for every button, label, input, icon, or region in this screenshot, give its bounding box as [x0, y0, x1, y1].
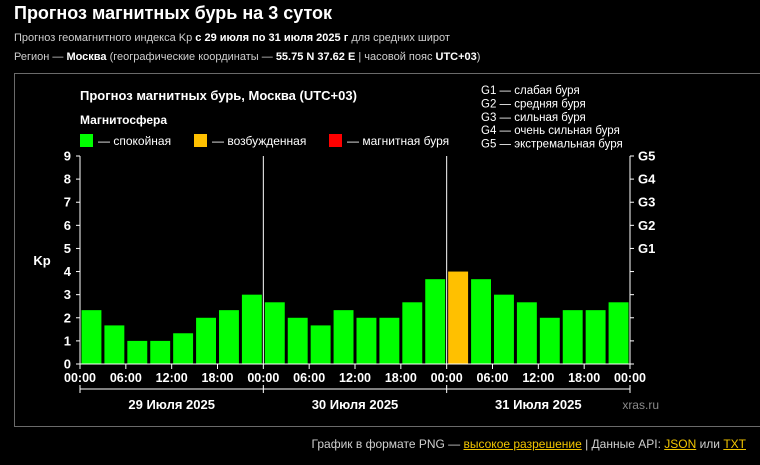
day-label: 29 Июля 2025	[128, 397, 215, 412]
storm-level-label: G3	[638, 195, 655, 210]
chart-title: Прогноз магнитных бурь, Москва (UTC+03)	[80, 88, 357, 103]
x-tick-label: 06:00	[477, 371, 509, 385]
kp-bar	[471, 279, 491, 364]
kp-bar	[494, 294, 514, 364]
legend-title: Магнитосфера	[80, 113, 167, 127]
y-tick-label: 6	[64, 218, 71, 233]
storm-level-label: G4	[638, 172, 656, 187]
region-coords: 55.75 N 37.62 E	[275, 51, 356, 63]
day-label: 31 Июля 2025	[495, 397, 582, 412]
legend-label-1: — спокойная	[98, 134, 171, 148]
kp-bar	[127, 340, 148, 364]
or-label: или	[696, 437, 724, 451]
legend-swatch-3	[329, 134, 342, 147]
watermark: xras.ru	[622, 398, 659, 412]
legend-label-3: — магнитная буря	[347, 134, 449, 148]
y-tick-label: 1	[64, 333, 71, 348]
kp-bar	[81, 310, 102, 364]
x-tick-label: 00:00	[64, 371, 96, 385]
png-label: График в формате PNG —	[311, 437, 464, 451]
kp-bar	[310, 325, 331, 364]
x-tick-label: 18:00	[568, 371, 600, 385]
kp-bar	[608, 302, 629, 364]
region-info: Регион — Москва (географические координа…	[14, 51, 480, 63]
forecast-description-prefix: Прогноз геомагнитного индекса Kp	[14, 32, 196, 44]
kp-bar	[402, 302, 423, 364]
legend-label-2: — возбужденная	[212, 134, 306, 148]
kp-bar	[287, 317, 308, 364]
x-tick-label: 06:00	[110, 371, 142, 385]
storm-scale-4: G4 — очень сильная буря	[481, 125, 620, 137]
forecast-date-range: с 29 июля по 31 июля 2025 г	[195, 32, 349, 44]
txt-link[interactable]: TXT	[723, 437, 746, 451]
y-tick-label: 9	[64, 149, 71, 164]
x-tick-label: 00:00	[247, 371, 279, 385]
kp-bar	[241, 294, 262, 364]
storm-scale-5: G5 — экстремальная буря	[481, 139, 623, 151]
json-link[interactable]: JSON	[664, 437, 697, 451]
x-tick-label: 18:00	[385, 371, 417, 385]
kp-bar	[379, 317, 400, 364]
legend-swatch-2	[194, 134, 207, 147]
day-label: 30 Июля 2025	[312, 397, 399, 412]
kp-bar	[196, 317, 216, 364]
page-title: Прогноз магнитных бурь на 3 суток	[14, 3, 333, 23]
x-tick-label: 06:00	[293, 371, 325, 385]
storm-level-label: G2	[638, 218, 655, 233]
kp-bar	[104, 325, 125, 364]
x-tick-label: 12:00	[156, 371, 188, 385]
high-resolution-link[interactable]: высокое разрешение	[463, 437, 582, 451]
kp-bar	[219, 310, 239, 364]
kp-bar	[333, 310, 354, 364]
kp-bar	[539, 317, 560, 364]
region-tz: UTC+03	[435, 51, 477, 63]
kp-bar	[173, 333, 194, 364]
footer-links: График в формате PNG — высокое разрешени…	[312, 437, 746, 451]
legend-swatch-1	[80, 134, 93, 147]
storm-scale-3: G3 — сильная буря	[481, 112, 586, 124]
region-coords-label: (географические координаты —	[106, 51, 276, 63]
y-tick-label: 2	[64, 310, 71, 325]
forecast-description: Прогноз геомагнитного индекса Kp с 29 ию…	[14, 32, 450, 44]
kp-bar	[264, 302, 285, 364]
forecast-description-suffix: для средних широт	[348, 32, 450, 44]
y-tick-label: 0	[64, 357, 71, 372]
y-tick-label: 3	[64, 287, 71, 302]
y-axis-label: Kp	[33, 253, 50, 268]
kp-bar	[425, 279, 446, 364]
api-label: | Данные API:	[581, 437, 665, 451]
storm-scale-2: G2 — средняя буря	[481, 98, 586, 110]
storm-level-label: G5	[638, 149, 655, 164]
kp-bar	[516, 302, 537, 364]
y-tick-label: 8	[64, 172, 71, 187]
y-tick-label: 5	[64, 241, 71, 256]
kp-bar	[356, 317, 377, 364]
region-city: Москва	[66, 51, 107, 63]
y-tick-label: 4	[64, 264, 72, 279]
region-tz-label: | часовой пояс	[355, 51, 436, 63]
kp-bar	[448, 271, 469, 364]
region-label: Регион —	[14, 51, 67, 63]
x-tick-label: 00:00	[431, 371, 463, 385]
storm-scale-1: G1 — слабая буря	[481, 85, 580, 97]
x-tick-label: 12:00	[339, 371, 371, 385]
region-end: )	[476, 51, 481, 63]
kp-bar	[150, 340, 171, 364]
kp-bar	[585, 310, 606, 364]
x-tick-label: 18:00	[202, 371, 234, 385]
kp-forecast-chart: Прогноз магнитных бурь, Москва (UTC+03) М…	[33, 85, 659, 412]
chart-container: Прогноз магнитных бурь, Москва (UTC+03) М…	[14, 73, 760, 427]
x-tick-label: 00:00	[614, 371, 646, 385]
x-tick-label: 12:00	[522, 371, 554, 385]
storm-level-label: G1	[638, 241, 655, 256]
kp-bar	[562, 310, 583, 364]
y-tick-label: 7	[64, 195, 71, 210]
